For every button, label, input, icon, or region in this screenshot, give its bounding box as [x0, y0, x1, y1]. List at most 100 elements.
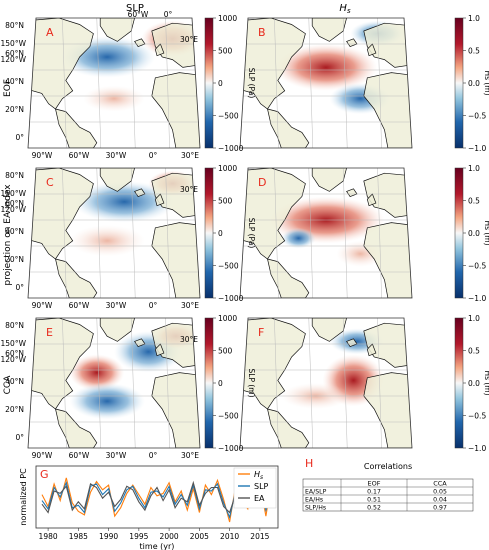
colorbar-tick-label: 1.0 [468, 14, 480, 23]
lon-label-bottom: 60°W [69, 301, 90, 310]
map-panel-a: A 80°N 60°N 40°N 20°N 0° 150°W 120°W 30°E 90°W 60°… [1, 10, 201, 160]
lat-label: 80°N [5, 171, 24, 180]
lon-label-bottom: 30°W [106, 151, 127, 160]
lon-label-bottom: 30°E [181, 451, 199, 460]
colorbar-tick-label: 0.0 [468, 229, 480, 238]
map-panel-c: C 80°N 60°N 40°N 20°N 0° 150°W 120°W 30°E 90°W 60°… [1, 167, 201, 310]
line-chart-g: 1980 1985 1990 1995 2000 2005 2010 2015 time (yr… [19, 465, 279, 550]
colorbar-tick-label: 1000 [218, 164, 237, 173]
colorbar-tick-label: 500 [218, 47, 233, 56]
x-tick-label: 1990 [99, 532, 118, 541]
x-tick-label: 1995 [129, 532, 148, 541]
land-coastline [267, 258, 310, 298]
graticule-line [96, 318, 102, 448]
lon-label: 150°W [1, 339, 27, 348]
colorbar-tick-label: 0 [218, 229, 223, 238]
lon-label: 30°E [180, 185, 198, 194]
graticule-line [62, 18, 67, 148]
map-panel-f: F [239, 317, 413, 449]
graticule-line [342, 18, 348, 148]
series-line-ea [41, 480, 273, 514]
graticule-line [130, 18, 136, 148]
lat-label: 40°N [5, 377, 24, 386]
colorbar-tick-label: 1000 [218, 14, 237, 23]
lon-label-bottom: 0° [149, 151, 158, 160]
colorbar-label: Hs (m) [483, 220, 489, 245]
anomaly-region [69, 354, 125, 391]
colorbar-gradient [454, 17, 464, 149]
land-coastline [55, 258, 98, 298]
graticule-line [274, 318, 279, 448]
graticule-line [377, 18, 382, 148]
colorbar-gradient [204, 167, 214, 299]
lat-label: 0° [15, 133, 24, 142]
lon-label-bottom: 90°W [32, 451, 53, 460]
x-tick-label: 2000 [160, 532, 179, 541]
graticule-line [377, 168, 382, 298]
slp-colorbar: 1000 500 0 −500 −1000 SLP (Pa) [204, 14, 256, 153]
land-coastline [28, 318, 94, 410]
legend-label: Hs [254, 470, 263, 481]
row-label-projection: projection on EA index [3, 184, 13, 286]
table-cell-eof: 0.17 [367, 489, 381, 496]
lon-label-bottom: 60°W [69, 451, 90, 460]
x-tick-label: 2005 [190, 532, 209, 541]
lon-label-top: 60°W [128, 10, 149, 19]
panel-letter: E [46, 326, 53, 339]
lon-label-bottom: 30°W [106, 301, 127, 310]
correlations-table: H Correlations EOF CCA EA/SLP 0.17 0.05 EA/Hs 0.… [302, 457, 474, 512]
panel-letter-g: G [40, 468, 49, 481]
anomaly-region [281, 227, 316, 249]
lon-label: 120°W [1, 355, 27, 364]
land-coastline [151, 372, 200, 448]
table-header: CCA [433, 480, 447, 488]
colorbar-gradient [454, 167, 464, 299]
colorbar-tick-label: −1000 [218, 144, 244, 153]
table-cell-eof: 0.52 [367, 505, 381, 512]
graticule-line [342, 318, 348, 448]
lat-label: 0° [15, 283, 24, 292]
colorbar-tick-label: −1.0 [468, 444, 486, 453]
lon-label-bottom: 90°W [32, 301, 53, 310]
panel-frame [239, 17, 413, 149]
graticule-line [377, 318, 382, 448]
anomaly-region [69, 225, 145, 257]
graticule-line [274, 18, 279, 148]
panel-frame [27, 317, 201, 449]
colorbar-tick-label: −1.0 [468, 144, 486, 153]
slp-colorbar: 1000 500 0 −500 −1000 SLP (m) [204, 314, 256, 453]
colorbar-tick-label: −0.5 [468, 112, 486, 121]
land-coastline [366, 343, 377, 357]
lat-label: 20°N [5, 255, 24, 264]
lon-label-bottom: 90°W [32, 151, 53, 160]
colorbar-tick-label: 0.5 [468, 47, 480, 56]
land-coastline [28, 168, 94, 260]
lat-label: 80°N [5, 321, 24, 330]
colorbar-tick-label: 0.5 [468, 197, 480, 206]
colorbar-tick-label: 0.0 [468, 379, 480, 388]
colorbar-label: Hs (m) [483, 370, 489, 395]
panel-frame [27, 167, 201, 299]
land-coastline [151, 222, 200, 298]
lon-label-bottom: 30°E [181, 301, 199, 310]
table-cell-cca: 0.05 [433, 489, 447, 496]
row-label-cca: CCA [3, 375, 13, 395]
colorbar-tick-label: 0 [218, 379, 223, 388]
colorbar-tick-label: 1.0 [468, 314, 480, 323]
land-coastline [311, 18, 348, 42]
map-panel-b: B [239, 17, 413, 149]
lon-label: 30°E [180, 35, 198, 44]
y-axis-label: normalized PC [19, 468, 28, 526]
anomaly-region [274, 44, 378, 91]
x-tick-label: 1985 [69, 532, 88, 541]
x-axis-label: time (yr) [140, 542, 175, 550]
slp-colorbar: 1000 500 0 −500 −1000 SLP (Pa) [204, 164, 256, 303]
lat-label: 60°N [5, 349, 24, 358]
x-tick-label: 1980 [39, 532, 58, 541]
anomaly-region [83, 85, 145, 112]
lat-label: 80°N [5, 21, 24, 30]
map-panel-e: E 80°N 60°N 40°N 20°N 0° 150°W 120°W 30°E 90°W 60°… [1, 317, 201, 460]
table-cell-cca: 0.04 [433, 497, 447, 504]
land-coastline [240, 168, 306, 260]
